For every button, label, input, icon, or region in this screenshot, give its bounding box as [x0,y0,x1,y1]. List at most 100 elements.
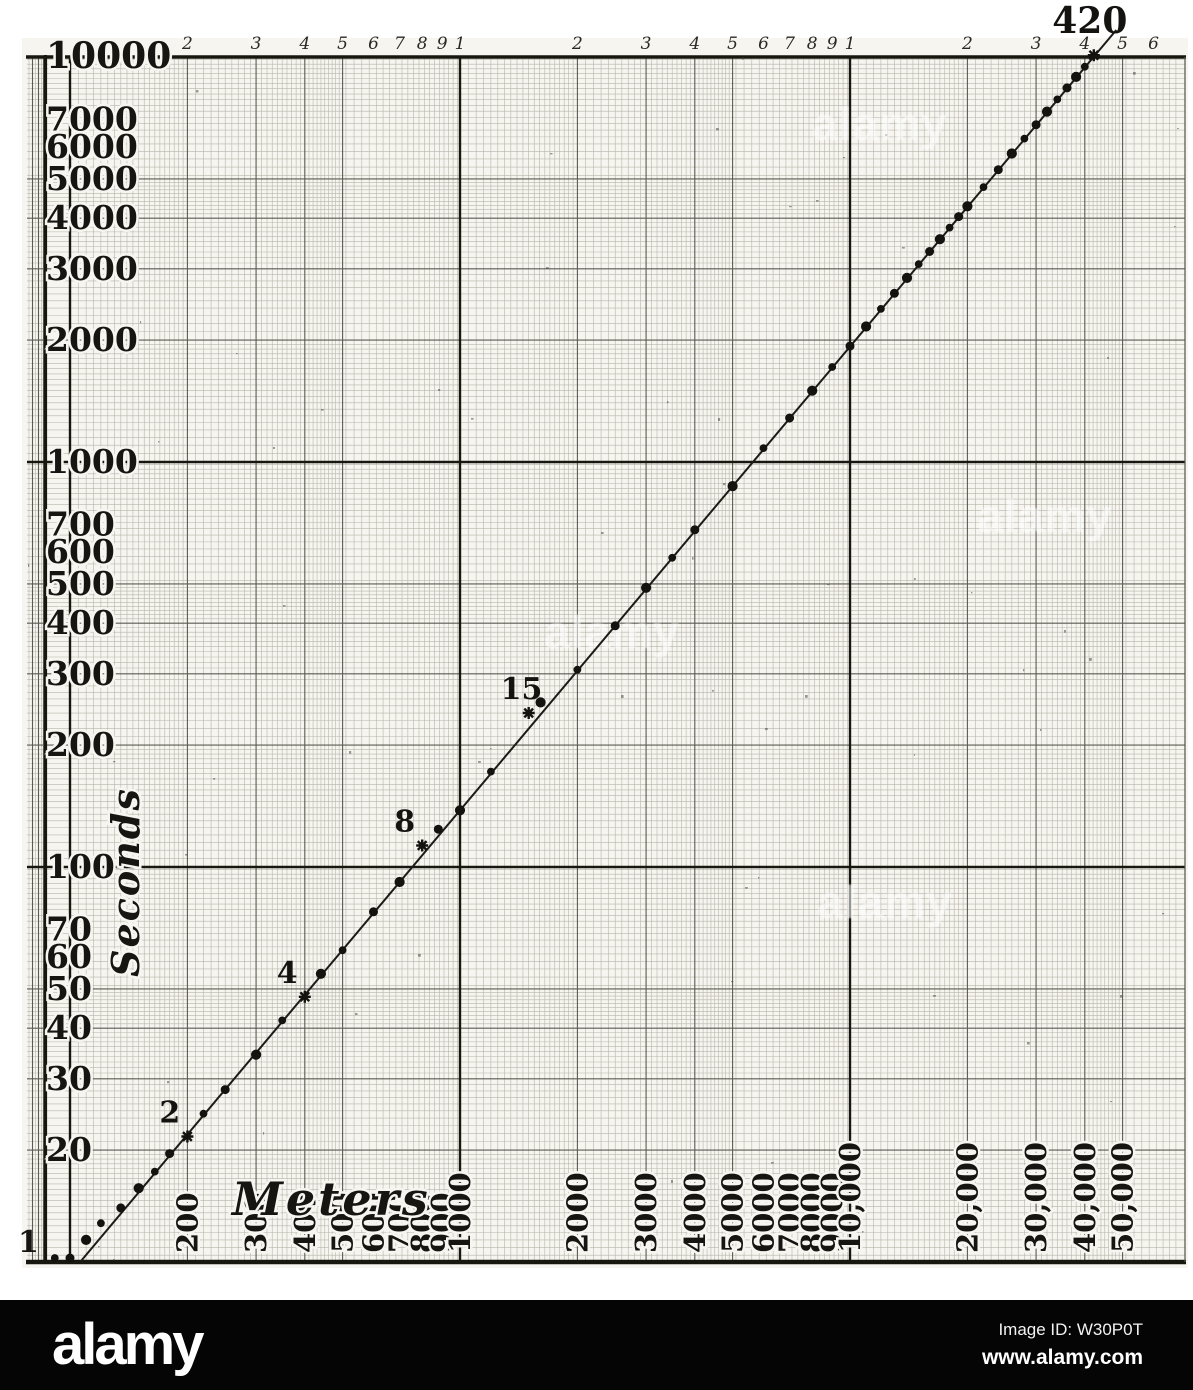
y-axis-tick-label: 2000 [46,320,138,359]
top-axis-digit: 4 [688,34,700,54]
data-point [1062,83,1072,93]
watermark-text: alamy [812,98,947,150]
data-point [934,234,946,245]
data-point [807,385,818,396]
y-axis-tick-label: 70 [46,910,92,949]
watermark-text: alamy [817,876,952,928]
top-axis-digit: 7 [784,34,795,54]
y-axis-tick-label: 10000 [46,35,171,77]
x-axis-tick-label: 200 [170,1192,204,1253]
data-point [925,247,935,256]
data-point [828,363,837,371]
x-axis-tick-label: 9000 [815,1172,849,1253]
image-id-text: Image ID: W30P0T [998,1320,1143,1339]
x-axis-tick-label: 50,000 [1106,1142,1140,1253]
data-point [278,1016,287,1025]
data-point [150,1167,159,1176]
data-point [199,1109,208,1118]
data-point [962,201,973,212]
y-axis-tick-label: 3000 [46,249,138,288]
top-axis-digit: 9 [437,34,448,54]
y-axis-tick-label: 300 [46,654,115,693]
x-axis-tick-label: 1000 [443,1172,477,1253]
data-point [454,805,466,816]
data-point [50,1254,59,1262]
x-axis-tick-label: 700 [383,1192,417,1253]
data-point [1006,148,1017,159]
data-point [220,1085,230,1095]
top-axis-digit: 7 [394,34,405,54]
log-log-chart: alamyalamyalamyalamy24815420100007000600… [18,0,1188,1268]
footer-info: Image ID: W30P0T www.alamy.com [982,1320,1143,1370]
top-axis-digit: 5 [337,34,348,54]
data-point [668,553,677,562]
x-axis-tick-label: 300 [239,1192,273,1253]
x-axis-tick-label: 500 [326,1192,360,1253]
y-axis-tick-label: 4000 [46,198,138,237]
x-axis-tick-label: 600 [357,1192,391,1253]
top-axis-digit: 6 [368,34,379,54]
data-point [116,1203,126,1213]
data-point [954,212,964,222]
x-axis-tick-label: 20,000 [950,1142,984,1253]
data-point [394,876,405,888]
data-point [993,165,1003,175]
top-axis-digit: 4 [1078,34,1090,54]
x-axis-tick-label: 4000 [678,1172,712,1253]
y-axis-corner-label: 1 [18,1225,39,1260]
data-point [573,665,582,674]
data-point [133,1183,144,1194]
data-point [877,305,885,313]
data-point [914,260,923,269]
annotated-data-point [181,1130,194,1143]
point-annotation-label: 2 [159,1096,180,1131]
data-point [945,223,954,232]
data-point [690,525,700,535]
data-point [1031,120,1041,130]
y-axis-tick-label: 6000 [46,127,138,166]
top-axis-digit: 1 [455,34,466,54]
data-point [1053,95,1062,104]
y-axis-tick-label: 7000 [46,100,138,139]
y-axis-tick-label: 20 [46,1130,92,1169]
y-axis-tick-label: 700 [46,505,115,544]
annotated-data-point [298,990,311,1003]
top-axis-digit: 3 [641,34,652,54]
y-axis-tick-label: 5000 [46,159,138,198]
y-axis-tick-label: 50 [46,969,92,1008]
alamy-url-link[interactable]: www.alamy.com [981,1346,1143,1369]
point-annotation-label: 420 [1052,0,1127,42]
y-axis-tick-label: 200 [46,725,115,764]
data-point [81,1234,92,1246]
top-axis-digit: 3 [1031,34,1042,54]
data-point [845,341,855,351]
x-axis-tick-label: 900 [425,1192,459,1253]
x-axis-tick-label: 6000 [747,1172,781,1253]
x-axis-tick-label: 30,000 [1019,1142,1053,1253]
data-point [535,697,546,708]
top-axis-digit: 8 [807,34,818,54]
point-annotation-label: 4 [277,956,298,991]
x-axis-tick-label: 800 [405,1192,439,1253]
alamy-logo[interactable]: alamy [52,1312,204,1377]
point-annotation-label: 8 [394,805,415,840]
data-point [165,1149,175,1159]
x-axis-tick-label: 2000 [560,1172,594,1253]
top-axis-digit: 2 [181,34,193,54]
y-axis-tick-label: 40 [46,1008,92,1047]
alamy-footer-bar: alamy Image ID: W30P0T www.alamy.com [0,1300,1193,1390]
y-axis-tick-label: 1000 [46,442,138,481]
data-point [641,582,652,593]
data-point [1071,71,1082,83]
data-point [369,907,378,917]
top-axis-digit: 9 [827,34,838,54]
y-axis-tick-label: 30 [46,1059,92,1098]
data-point [785,413,795,423]
watermark-text: alamy [977,490,1112,542]
data-point [97,1219,105,1228]
data-point [1041,106,1053,117]
y-axis-tick-label: 60 [46,937,92,976]
data-point [901,272,913,283]
x-axis-tick-label: 7000 [773,1172,807,1253]
